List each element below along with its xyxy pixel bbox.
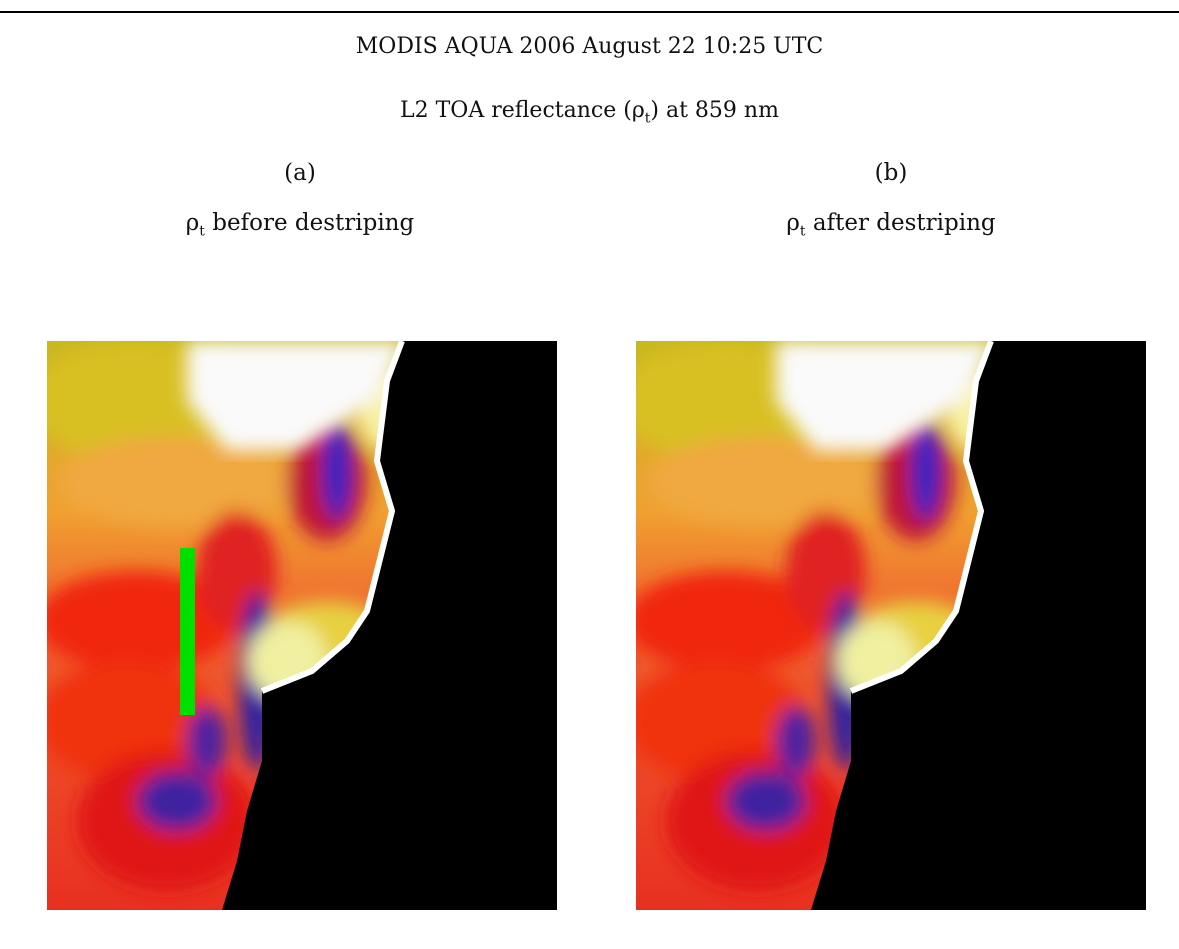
subscript: t xyxy=(644,110,651,127)
transect-marker xyxy=(180,548,195,715)
subtitle-text: ) at 859 nm xyxy=(650,98,779,123)
panel-label: (b) xyxy=(874,160,908,186)
caption-text: after destriping xyxy=(805,210,996,236)
title: MODIS AQUA 2006 August 22 10:25 UTC xyxy=(355,34,824,59)
caption-text: before destriping xyxy=(204,210,415,236)
panel-label: (a) xyxy=(284,160,316,186)
rho: ρ xyxy=(185,210,200,236)
panel-caption: ρt after destriping xyxy=(691,210,1091,240)
top-rule xyxy=(0,11,1179,13)
panel-caption: ρt before destriping xyxy=(100,210,500,240)
rho: ρ xyxy=(631,98,645,123)
subtitle: L2 TOA reflectance (ρt) at 859 nm xyxy=(0,98,1179,126)
subscript: t xyxy=(799,223,806,240)
subscript: t xyxy=(199,223,205,240)
subtitle-text: L2 TOA reflectance ( xyxy=(400,98,632,123)
image-after xyxy=(636,341,1146,910)
rho: ρ xyxy=(786,210,800,236)
image-before xyxy=(47,341,557,910)
